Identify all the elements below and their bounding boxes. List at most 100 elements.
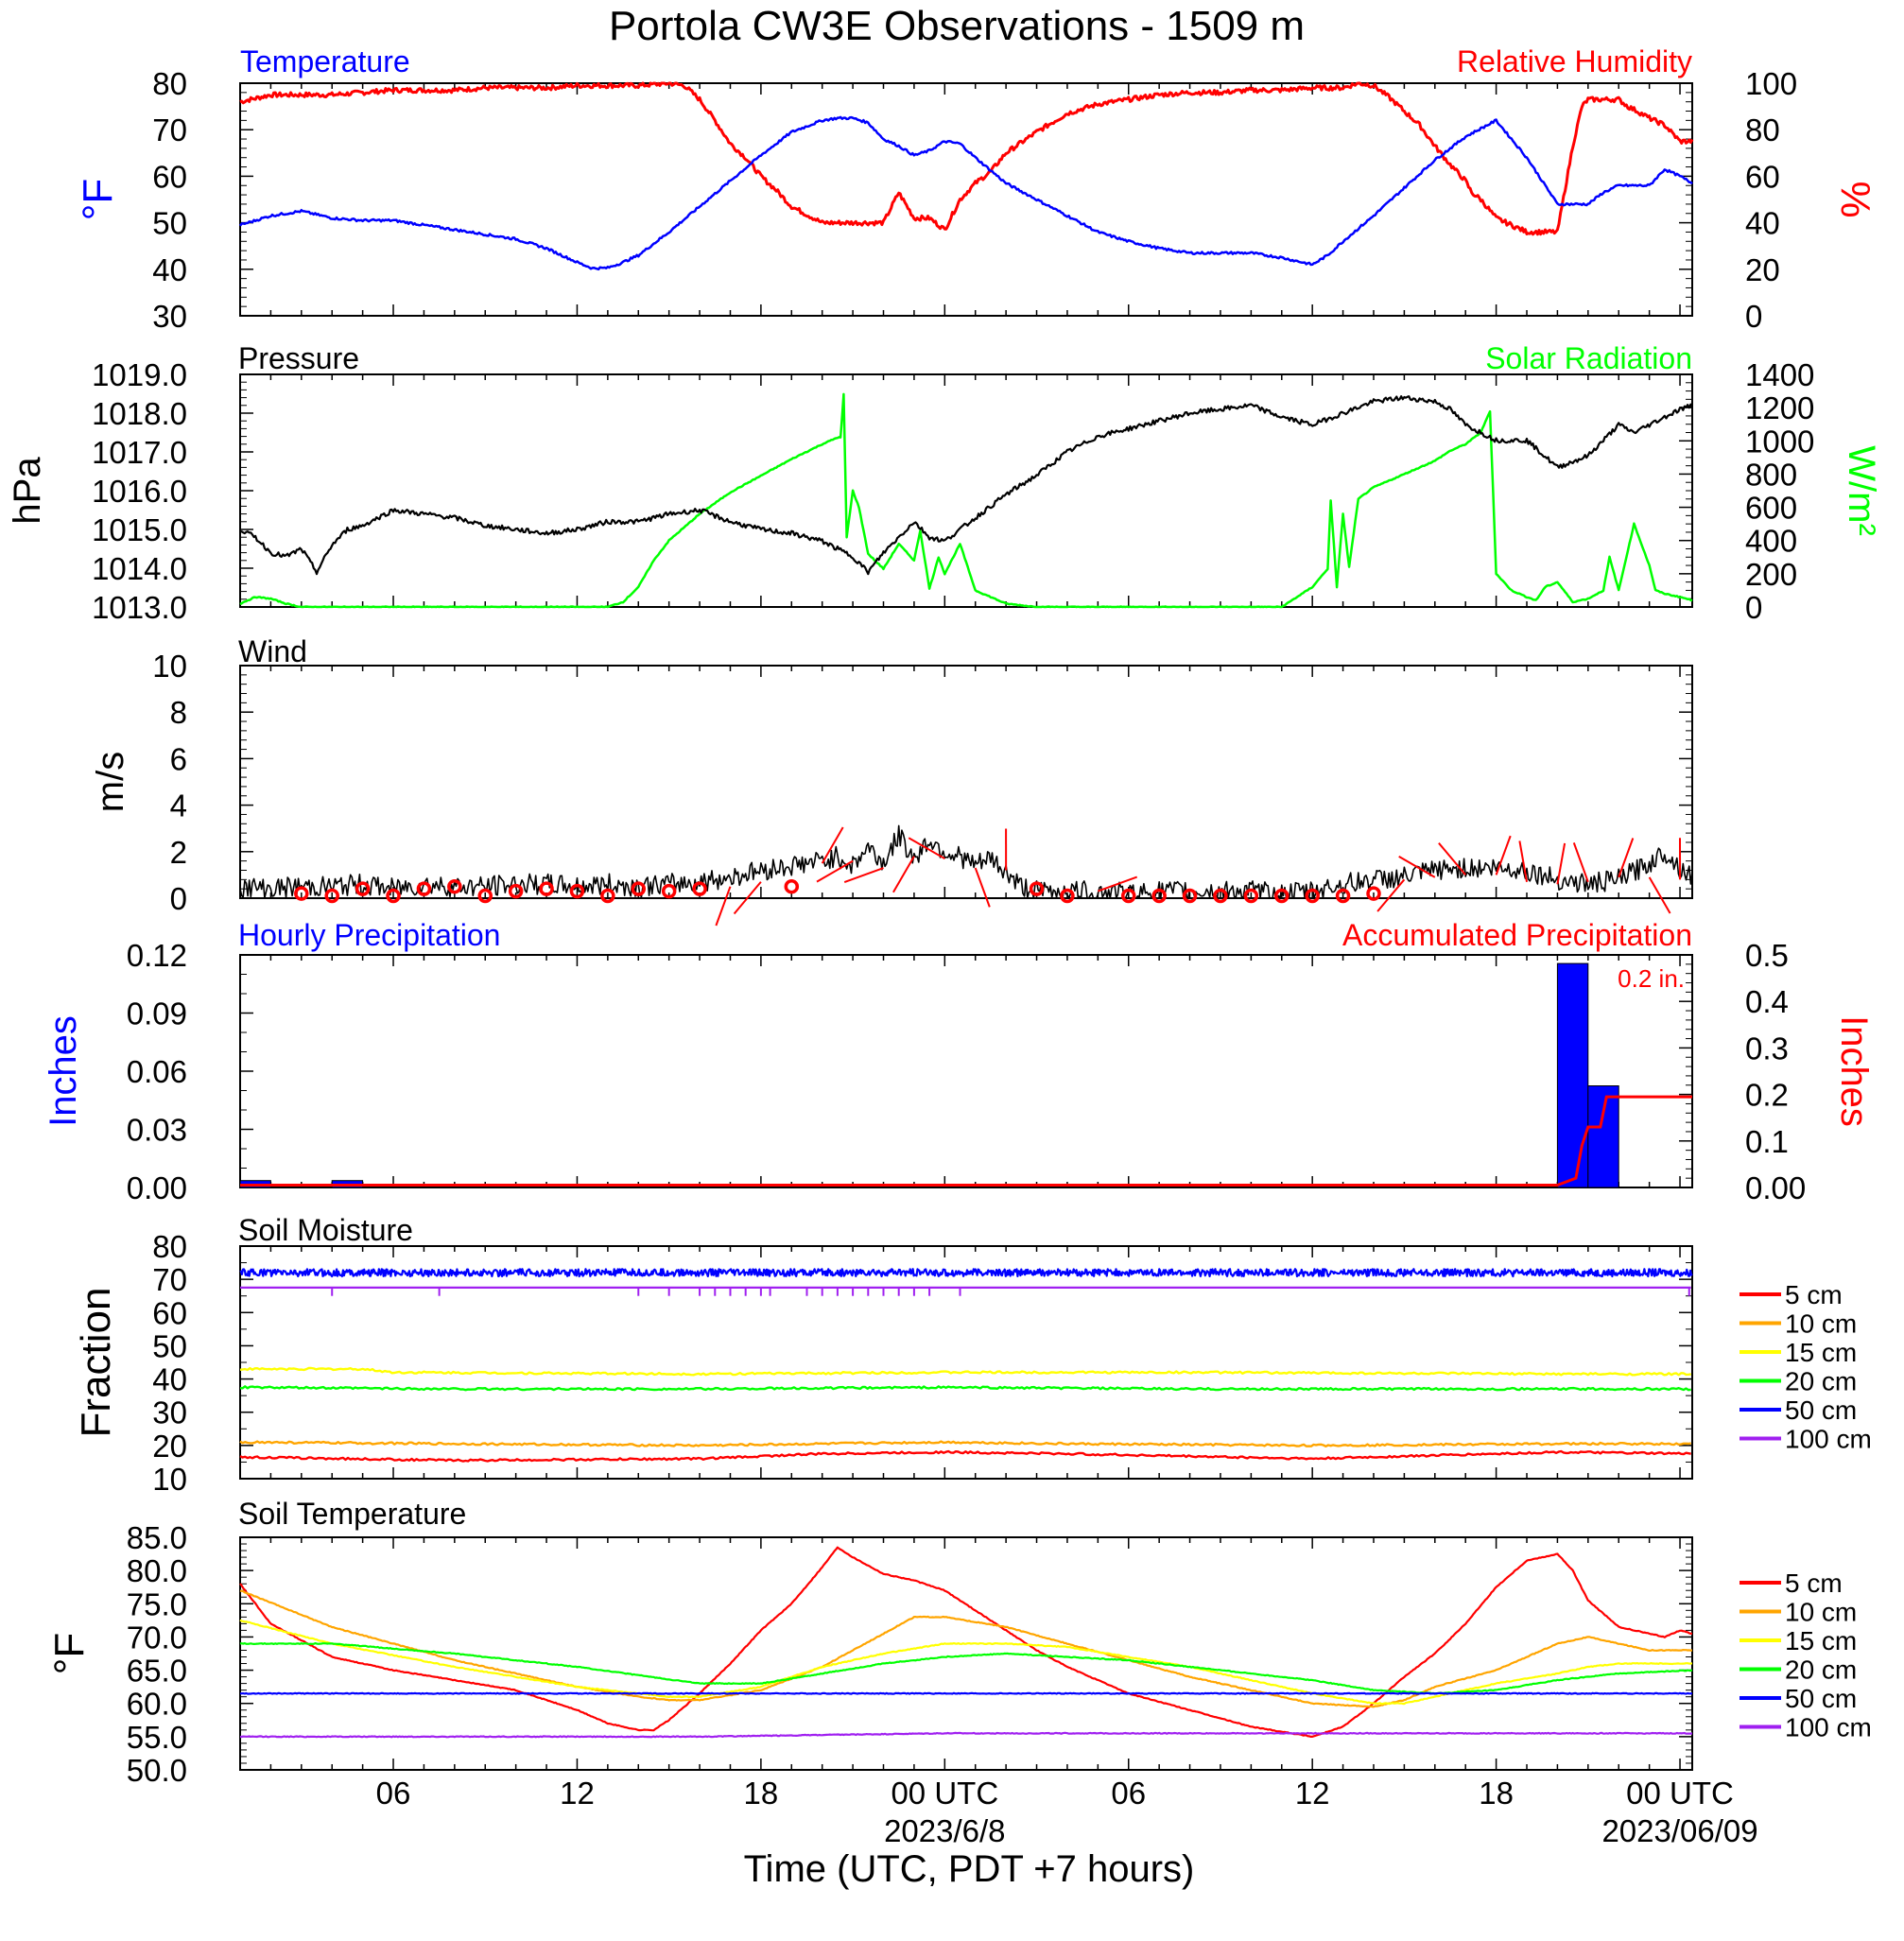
wind-barb: [892, 856, 915, 893]
pressure-units: hPa: [7, 457, 48, 525]
wind-barb: [1648, 876, 1671, 914]
x-tick-label: 06: [1111, 1776, 1146, 1811]
y-tick-label: 0.3: [1745, 1031, 1789, 1066]
y-tick-label: 1016.0: [92, 474, 187, 509]
y-tick-label: 60: [1745, 159, 1780, 194]
y-tick-label: 75.0: [127, 1586, 187, 1621]
wind-calm-marker: [1029, 881, 1045, 896]
y-tick-label: 70: [152, 1262, 187, 1297]
humidity-units: %: [1832, 181, 1878, 217]
wind-barb: [816, 859, 854, 883]
y-tick-label: 50: [152, 1328, 187, 1363]
precip-left-units: Inches: [43, 1015, 84, 1127]
wind-calm-marker: [508, 883, 524, 899]
wind-calm-marker: [294, 886, 309, 901]
panel-soil-temperature-ticks: 85.080.075.070.065.060.055.050.0: [127, 1520, 1692, 1788]
hourly-precip-bar: [1587, 1085, 1619, 1188]
wind-title: Wind: [238, 634, 307, 668]
y-tick-label: 8: [170, 695, 187, 730]
wind-barb: [733, 881, 762, 915]
legend-label: 20 cm: [1785, 1367, 1857, 1396]
y-tick-label: 0.1: [1745, 1124, 1789, 1159]
panel-soil-temperature-plot: [239, 1546, 1693, 1739]
y-tick-label: 0.03: [127, 1113, 187, 1148]
wind-calm-marker: [1182, 888, 1198, 904]
x-tick-label: 06: [376, 1776, 411, 1811]
accum-precip-line: [240, 1095, 1692, 1187]
solar-units: W/m²: [1841, 445, 1882, 536]
soil-temperature-line-100cm: [240, 1731, 1693, 1739]
x-tick-label: 18: [744, 1776, 779, 1811]
legend-label: 20 cm: [1785, 1655, 1857, 1685]
legend-label: 10 cm: [1785, 1309, 1857, 1339]
wind-calm-marker: [784, 878, 800, 894]
x-date-label: 2023/06/09: [1601, 1813, 1757, 1848]
hourly-precip-title: Hourly Precipitation: [238, 918, 500, 952]
wind-barb: [1572, 842, 1589, 883]
y-tick-label: 0: [1745, 299, 1762, 334]
soil-temperature-line-50cm: [239, 1691, 1693, 1695]
y-tick-label: 4: [170, 789, 187, 823]
wind-calm-marker: [569, 883, 585, 899]
x-tick-label: 00 UTC: [891, 1776, 998, 1811]
y-tick-label: 0: [170, 881, 187, 916]
wind-calm-marker: [631, 881, 647, 896]
legend-label: 50 cm: [1785, 1684, 1857, 1713]
panel-wind-frame: [239, 665, 1693, 899]
wind-barb: [908, 837, 945, 860]
y-tick-label: 20: [1745, 252, 1780, 287]
wind-barb: [1495, 835, 1512, 875]
legend-label: 5 cm: [1785, 1280, 1843, 1309]
soil-moisture-line-5cm: [239, 1449, 1691, 1463]
y-tick-label: 400: [1745, 524, 1797, 559]
y-tick-label: 10: [152, 649, 187, 684]
soil-moisture-line-15cm: [239, 1366, 1691, 1377]
legend-label: 5 cm: [1785, 1568, 1843, 1598]
wind-barb: [974, 867, 991, 908]
wind-calm-marker: [416, 881, 432, 896]
y-tick-label: 1014.0: [92, 551, 187, 586]
wind-calm-marker: [600, 888, 615, 904]
legend-label: 15 cm: [1785, 1338, 1857, 1367]
precip-total-label: 0.2 in.: [1618, 964, 1685, 993]
panel-pressure-solar-plot: [239, 392, 1693, 609]
soil-temperature-title: Soil Temperature: [238, 1497, 466, 1531]
y-tick-label: 50.0: [127, 1753, 187, 1788]
panel-temp-rh-ticks: 80 70 60 50 40 30 100 80 60 40 20 0: [152, 66, 1797, 334]
x-tick-label: 00 UTC: [1626, 1776, 1734, 1811]
y-tick-label: 50: [152, 206, 187, 241]
temperature-title: Temperature: [240, 44, 410, 78]
wind-calm-marker: [1305, 888, 1320, 904]
wind-barb: [1438, 842, 1466, 876]
panel-pressure-solar-frame: [239, 373, 1693, 608]
wind-calm-marker: [447, 878, 462, 894]
panel-precipitation-ticks: 0.12 0.09 0.06 0.03 0.00 0.5 0.4 0.3 0.2 0.1 0.00: [127, 938, 1806, 1205]
panel-soil-temperature-frame: [239, 1536, 1693, 1771]
y-tick-label: 800: [1745, 457, 1797, 492]
y-tick-label: 40: [152, 252, 187, 287]
wind-calm-marker: [1060, 888, 1075, 904]
y-tick-label: 0.09: [127, 996, 187, 1031]
panel-pressure-solar: Pressure Solar Radiation hPa W/m² 1019.0…: [7, 341, 1882, 625]
wind-calm-marker: [355, 881, 371, 896]
y-tick-label: 70: [152, 113, 187, 147]
y-tick-label: 0.4: [1745, 984, 1789, 1019]
legend-label: 15 cm: [1785, 1626, 1857, 1655]
y-tick-label: 0.06: [127, 1054, 187, 1089]
y-tick-label: 1015.0: [92, 512, 187, 547]
y-tick-label: 1017.0: [92, 435, 187, 470]
accum-precip-title: Accumulated Precipitation: [1342, 918, 1692, 952]
soil-moisture-line-50cm: [239, 1268, 1693, 1278]
solar-title: Solar Radiation: [1485, 341, 1692, 375]
temperature-units: °F: [75, 179, 121, 220]
soil-temperature-line-5cm: [239, 1546, 1693, 1739]
wind-barb: [1098, 875, 1138, 893]
panel-temp-rh-plot: [238, 81, 1694, 271]
wind-speed-line: [239, 824, 1693, 899]
wind-calm-marker: [539, 881, 554, 896]
wind-calm-marker: [1120, 888, 1136, 904]
legend-label: 100 cm: [1785, 1425, 1872, 1454]
panel-temp-rh-frame: [239, 82, 1693, 317]
